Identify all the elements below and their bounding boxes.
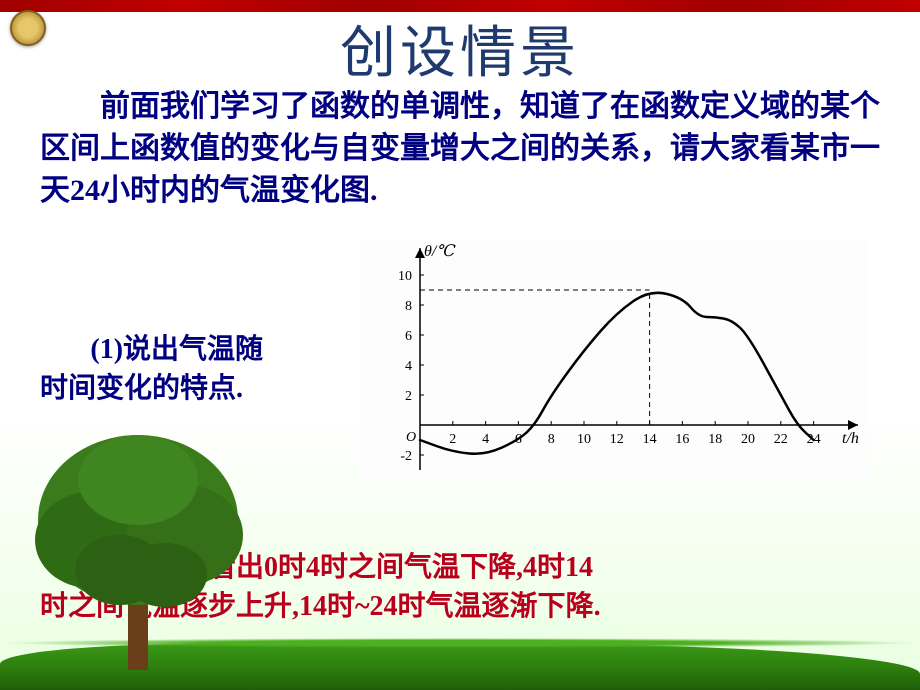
svg-text:6: 6 — [405, 329, 412, 344]
svg-text:2: 2 — [405, 389, 412, 404]
temperature-chart: Oθ/℃t/h24681012141618202224-2246810 — [360, 240, 870, 480]
svg-text:10: 10 — [398, 269, 412, 284]
svg-text:8: 8 — [548, 432, 555, 447]
svg-text:O: O — [406, 430, 416, 445]
svg-text:8: 8 — [405, 299, 412, 314]
slide-title: 创设情景 — [340, 8, 580, 89]
question-1-line-2: 时间变化的特点. — [40, 369, 320, 408]
intro-paragraph: 前面我们学习了函数的单调性，知道了在函数定义域的某个区间上函数值的变化与自变量增… — [40, 86, 880, 212]
question-1: (1)说出气温随 时间变化的特点. — [40, 330, 320, 408]
question-1-line-1: (1)说出气温随 — [40, 330, 320, 369]
tree-decoration — [10, 410, 270, 670]
svg-text:20: 20 — [741, 432, 755, 447]
svg-text:10: 10 — [577, 432, 591, 447]
intro-text: 前面我们学习了函数的单调性，知道了在函数定义域的某个区间上函数值的变化与自变量增… — [40, 86, 880, 212]
svg-text:4: 4 — [482, 432, 489, 447]
svg-text:-2: -2 — [400, 449, 412, 464]
svg-text:θ/℃: θ/℃ — [424, 243, 456, 260]
svg-text:12: 12 — [610, 432, 624, 447]
logo-badge — [10, 10, 46, 46]
svg-text:18: 18 — [708, 432, 722, 447]
svg-text:22: 22 — [774, 432, 788, 447]
svg-text:14: 14 — [643, 432, 657, 447]
svg-text:t/h: t/h — [842, 430, 859, 447]
chart-svg: Oθ/℃t/h24681012141618202224-2246810 — [360, 240, 870, 480]
svg-text:16: 16 — [675, 432, 689, 447]
svg-text:2: 2 — [449, 432, 456, 447]
svg-text:4: 4 — [405, 359, 412, 374]
